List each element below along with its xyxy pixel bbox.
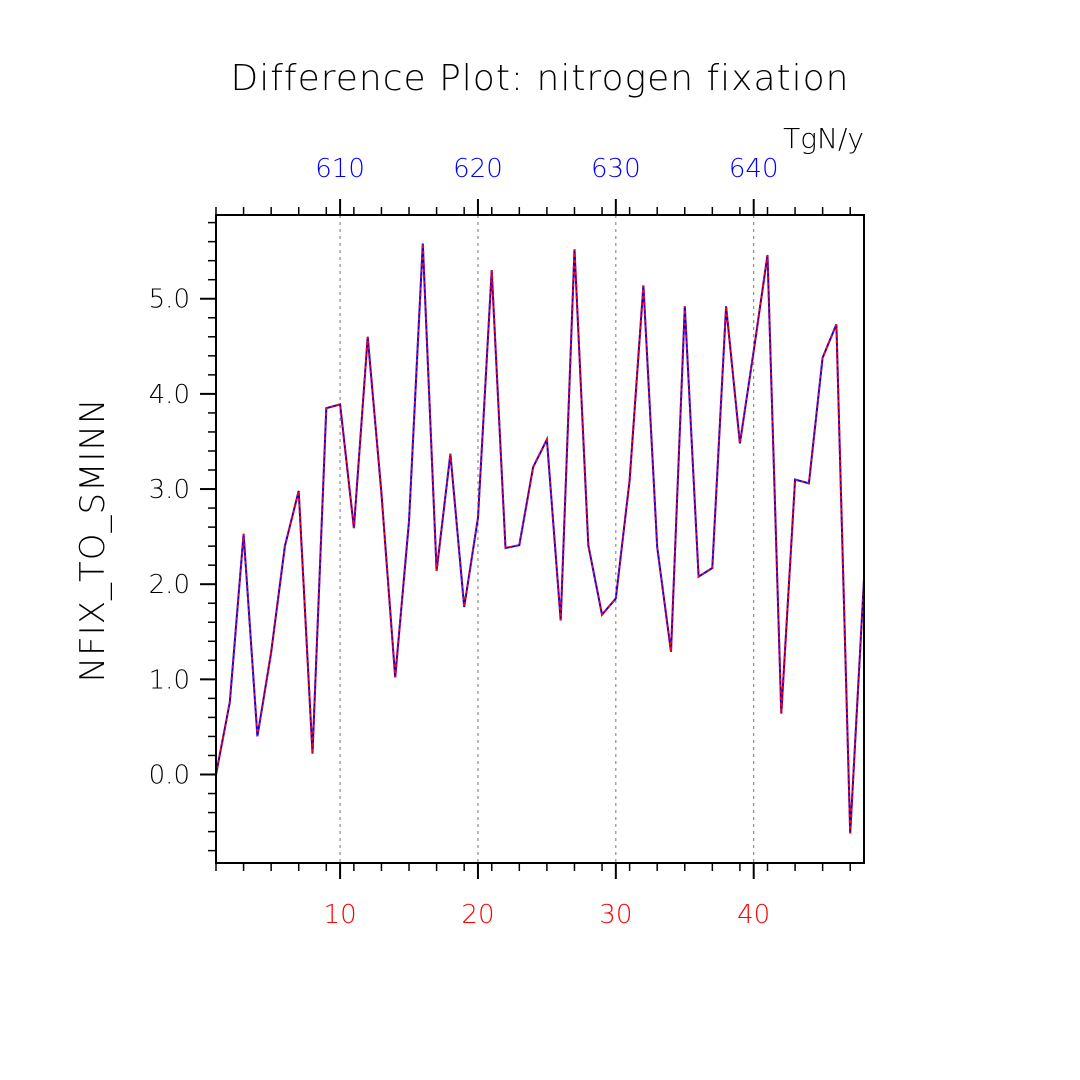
series-line-1 bbox=[216, 243, 864, 834]
chart-title: Difference Plot: nitrogen fixation bbox=[231, 58, 850, 99]
tick-labels: 10 20 30 40 610 620 630 640 0.0 1.0 2.0 3.0 4.0 5.0 bbox=[149, 154, 779, 930]
series-lines bbox=[216, 243, 864, 834]
x-tick-label-top: 610 bbox=[315, 154, 365, 184]
x-tick-label-bottom: 10 bbox=[324, 900, 357, 930]
x-tick-label-bottom: 40 bbox=[737, 900, 770, 930]
x-tick-label-bottom: 20 bbox=[461, 900, 494, 930]
y-axis-label: NFIX_TO_SMINN bbox=[73, 398, 113, 683]
x-tick-label-top: 640 bbox=[729, 154, 779, 184]
y-tick-label: 1.0 bbox=[149, 665, 190, 695]
y-tick-label: 3.0 bbox=[149, 475, 190, 505]
axis-ticks bbox=[200, 199, 851, 879]
units-label: TgN/y bbox=[783, 122, 864, 155]
y-tick-label: 4.0 bbox=[149, 380, 190, 410]
y-tick-label: 0.0 bbox=[149, 761, 190, 791]
grid-lines bbox=[339, 215, 755, 863]
plot-frame bbox=[215, 214, 865, 864]
series-line-2 bbox=[216, 243, 864, 834]
y-tick-label: 2.0 bbox=[149, 570, 190, 600]
y-tick-label: 5.0 bbox=[149, 285, 190, 315]
x-tick-label-bottom: 30 bbox=[599, 900, 632, 930]
x-tick-label-top: 620 bbox=[453, 154, 503, 184]
x-tick-label-top: 630 bbox=[591, 154, 641, 184]
